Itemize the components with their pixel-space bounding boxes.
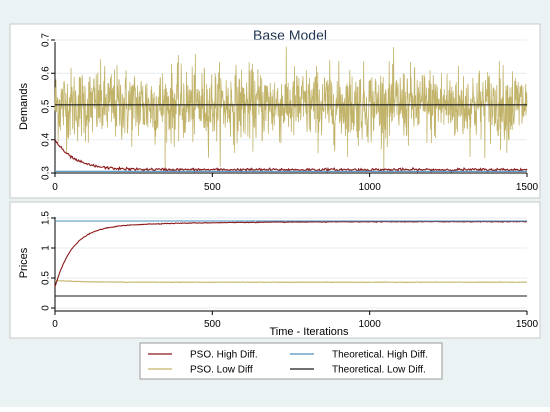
legend-label: Theoretical. High Diff. [332,350,428,361]
y-tick-label: 0.5 [41,271,52,285]
x-tick-label: 1000 [359,182,382,193]
x-tick-label: 1500 [516,182,539,193]
legend-label: PSO. Low Diff [190,365,253,376]
y-tick-label: 1.5 [41,211,52,225]
y-tick-label: 0.6 [41,66,52,80]
series-line-pso-low-diff [54,46,528,170]
x-axis-label: Time - Iterations [269,326,349,338]
y-axis-label: Demands [18,82,30,130]
legend-box [139,342,443,380]
legend-label: Theoretical. Low Diff. [332,365,426,376]
x-tick-label: 1500 [516,319,539,330]
y-tick-label: 1 [41,245,52,251]
y-tick-label: 0 [41,305,52,311]
series-line-pso-high-diff [54,139,528,174]
x-tick-label: 0 [52,319,58,330]
x-tick-label: 0 [52,182,58,193]
series-line-pso-low-diff [54,279,528,284]
legend: PSO. High Diff. Theoretical. High Diff. PS… [139,342,443,380]
y-tick-label: 0.7 [41,33,52,47]
x-tick-label: 500 [204,319,221,330]
series-line-pso-high-diff [54,220,528,288]
y-tick-label: 0.5 [41,99,52,113]
y-axis-label: Prices [18,247,30,278]
x-tick-label: 1000 [359,319,382,330]
legend-label: PSO. High Diff. [190,350,258,361]
y-tick-label: 0.4 [41,132,52,146]
x-tick-label: 500 [204,182,221,193]
y-tick-label: 0.3 [41,166,52,180]
panel-background [9,201,541,339]
panel-2: 0 0.5 1 1.5 0 500 1000 1500 Prices Time - Iterati… [9,201,541,339]
panel-1: Base Model 0.3 0.4 0.5 0.6 0.7 0 500 1000 1500 Dem… [9,23,541,199]
chart-title: Base Model [253,27,327,43]
